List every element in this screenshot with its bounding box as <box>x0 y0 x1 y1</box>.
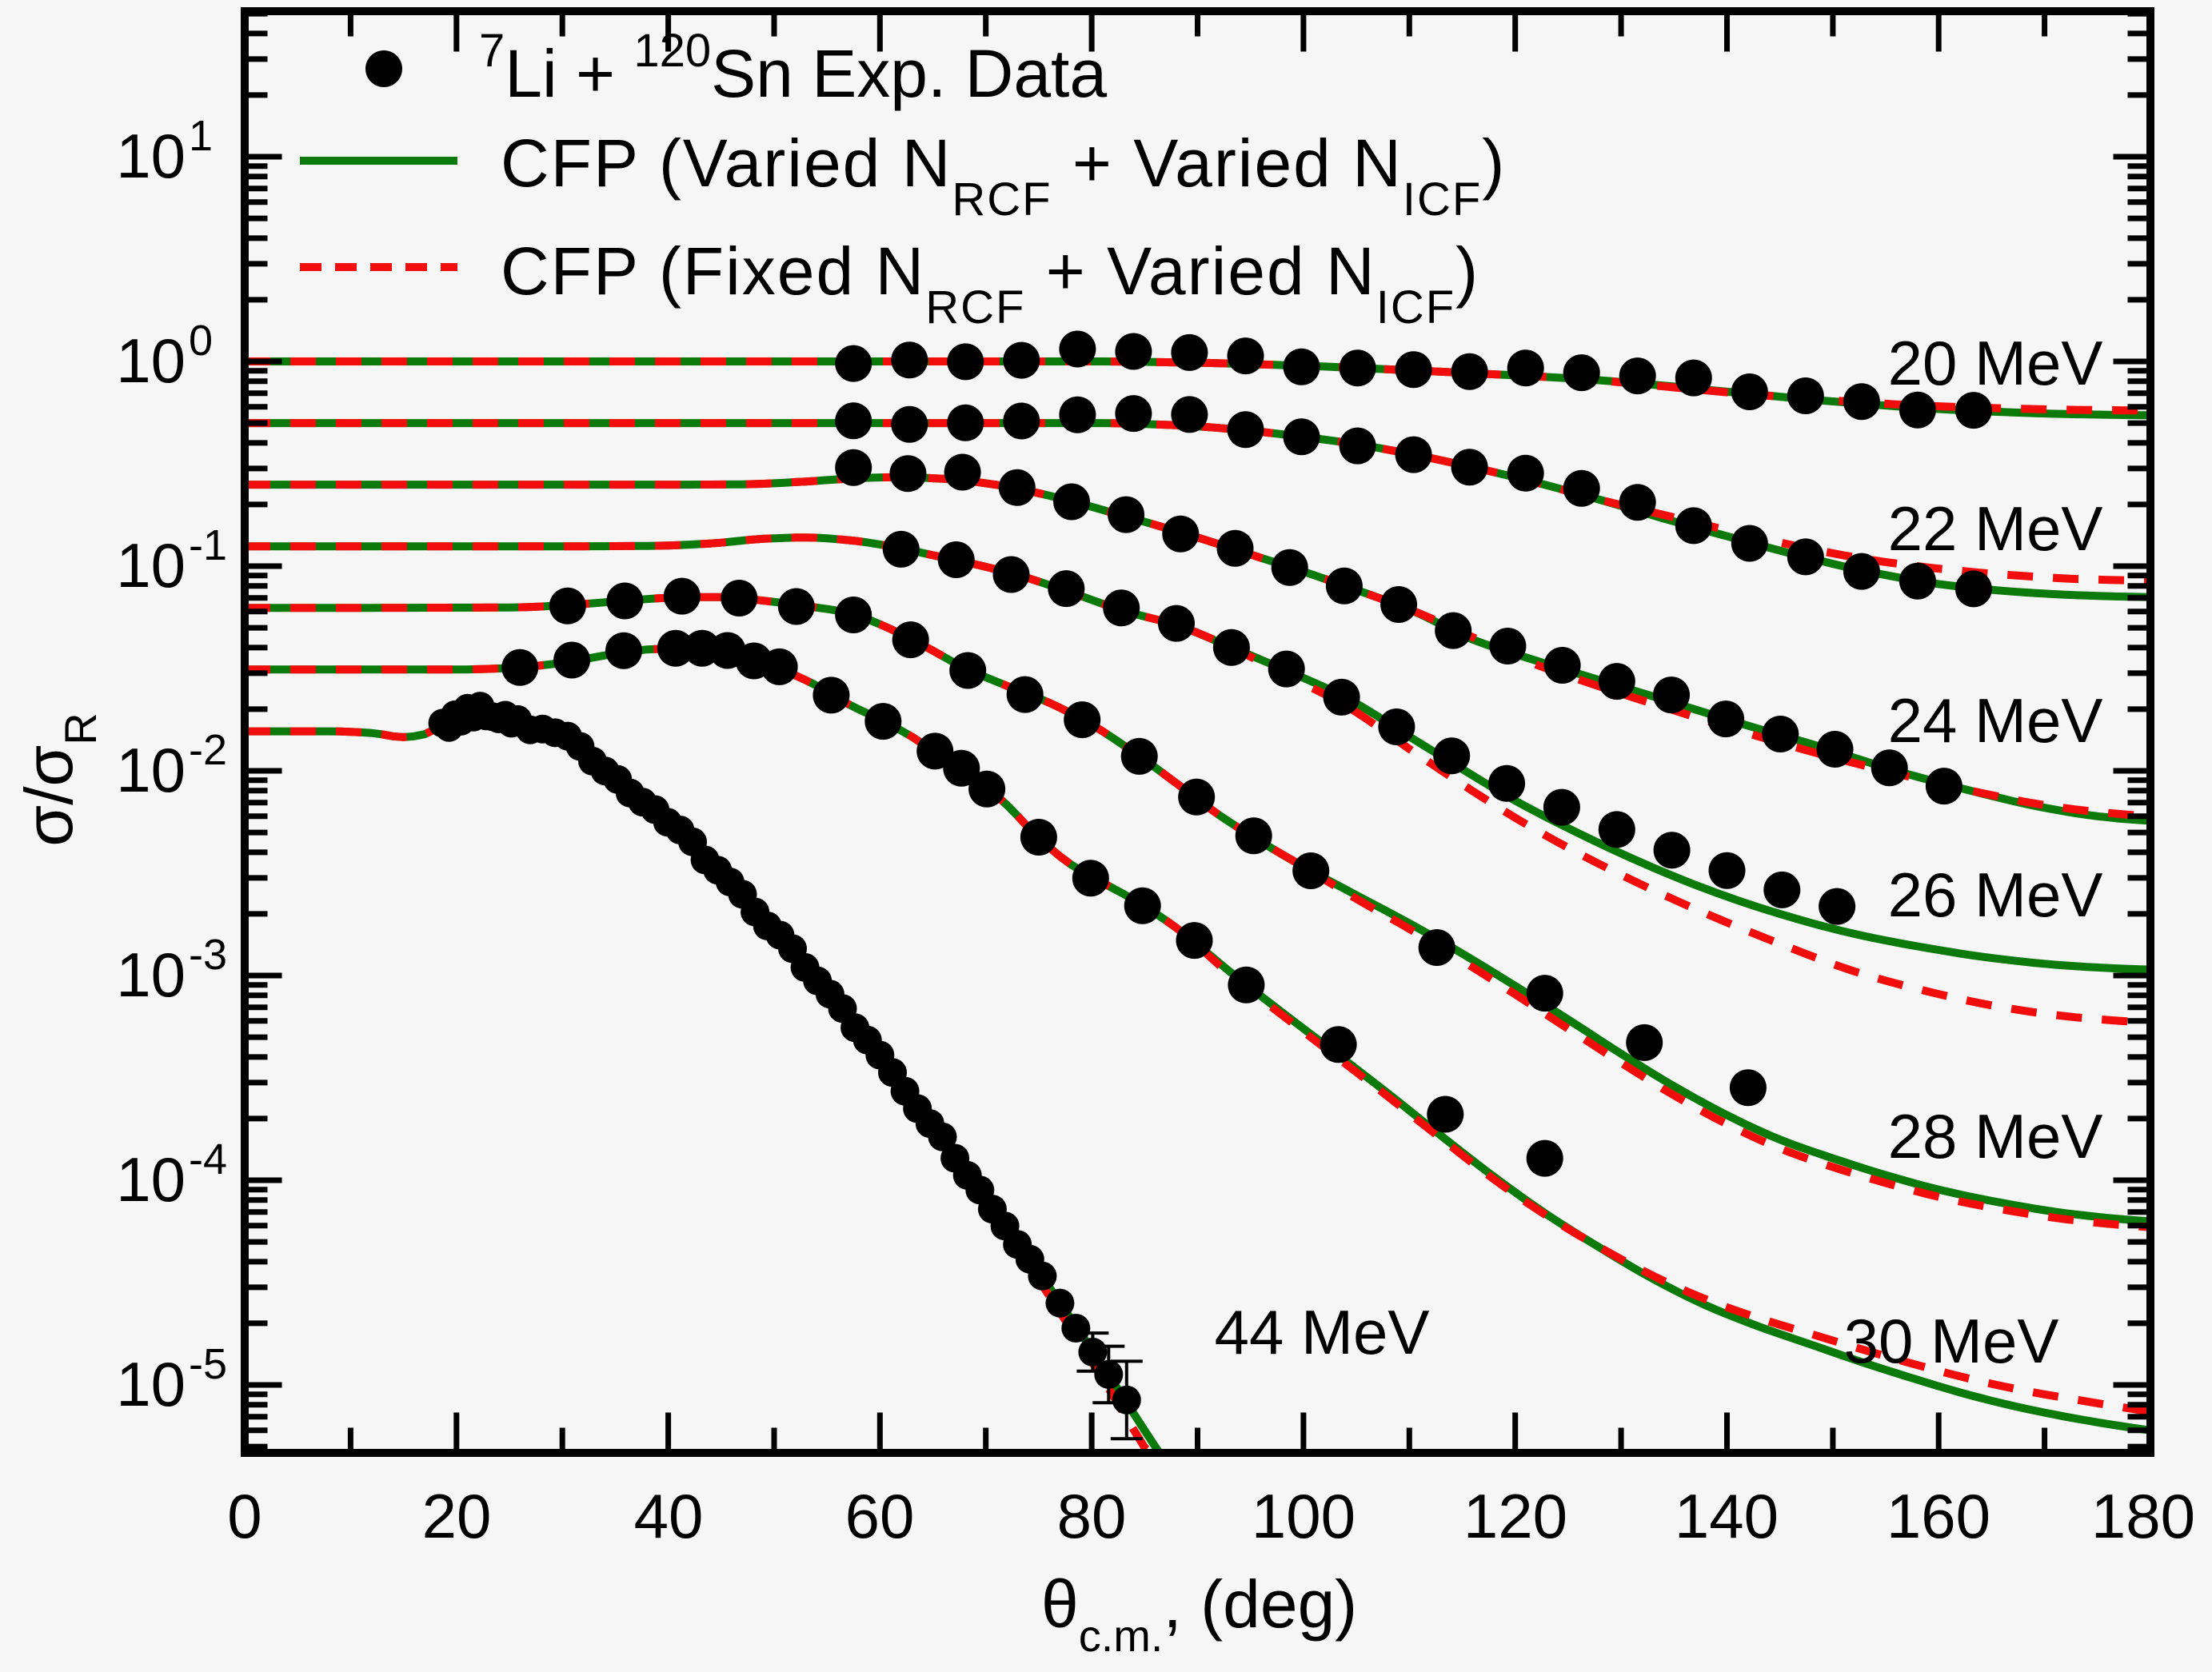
svg-text:80: 80 <box>1057 1481 1127 1551</box>
svg-text:40: 40 <box>634 1481 704 1551</box>
svg-text:26 MeV: 26 MeV <box>1888 860 2103 930</box>
svg-text:0: 0 <box>189 317 213 365</box>
svg-text:160: 160 <box>1887 1481 1990 1551</box>
svg-text:-3: -3 <box>189 931 227 979</box>
svg-text:44 MeV: 44 MeV <box>1215 1297 1430 1367</box>
svg-text:-5: -5 <box>189 1340 227 1388</box>
svg-text:10: 10 <box>116 530 186 601</box>
svg-text:30 MeV: 30 MeV <box>1844 1306 2059 1376</box>
svg-text:10: 10 <box>116 121 186 191</box>
svg-text:100: 100 <box>1252 1481 1356 1551</box>
svg-text:140: 140 <box>1675 1481 1779 1551</box>
svg-text:10: 10 <box>116 325 186 396</box>
svg-text:10: 10 <box>116 735 186 805</box>
svg-text:0: 0 <box>227 1481 262 1551</box>
svg-text:10: 10 <box>116 940 186 1010</box>
svg-text:24 MeV: 24 MeV <box>1888 685 2103 756</box>
svg-text:20 MeV: 20 MeV <box>1888 328 2103 398</box>
svg-text:10: 10 <box>116 1144 186 1215</box>
svg-text:1: 1 <box>189 112 213 160</box>
svg-text:120: 120 <box>1463 1481 1567 1551</box>
svg-text:-2: -2 <box>189 726 227 774</box>
svg-text:20: 20 <box>422 1481 492 1551</box>
svg-text:28 MeV: 28 MeV <box>1888 1101 2103 1171</box>
svg-text:60: 60 <box>845 1481 915 1551</box>
svg-text:10: 10 <box>116 1349 186 1419</box>
svg-text:7Li + 120Sn Exp. Data: 7Li + 120Sn Exp. Data <box>479 25 1107 111</box>
svg-text:22 MeV: 22 MeV <box>1888 493 2103 564</box>
svg-text:-1: -1 <box>189 521 227 569</box>
svg-text:180: 180 <box>2091 1481 2195 1551</box>
svg-text:-4: -4 <box>189 1135 227 1183</box>
